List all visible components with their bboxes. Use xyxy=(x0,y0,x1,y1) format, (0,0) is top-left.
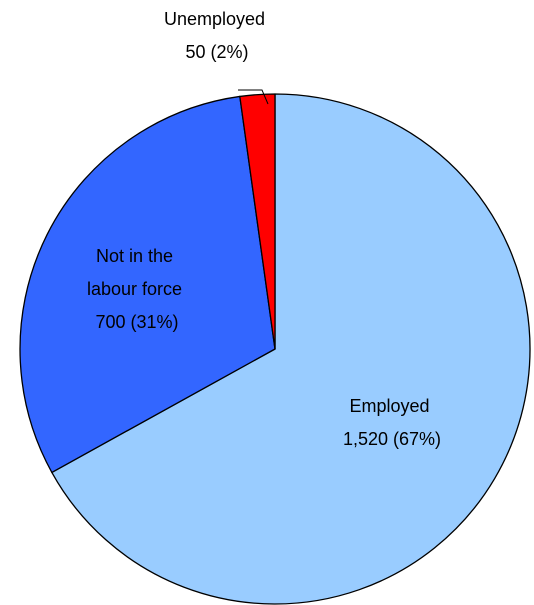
not-in-labour-force-name-line2: labour force xyxy=(87,279,182,299)
pie-slice-unemployed xyxy=(239,93,276,350)
slice-labels: Unemployed 50 (2%) Not in the labour for… xyxy=(87,9,441,449)
unemployed-name-text: Unemployed xyxy=(164,9,265,29)
unemployed-leader-line xyxy=(238,89,269,105)
employed-name-text: Employed xyxy=(349,396,429,416)
slice-label-unemployed: Unemployed 50 (2%) xyxy=(164,9,270,62)
pie-slice-employed xyxy=(51,93,531,605)
leader-lines xyxy=(238,89,269,105)
pie-slice-not-in-the-labour-force xyxy=(19,95,276,474)
slice-label-employed: Employed 1,520 (67%) xyxy=(343,396,441,449)
not-in-labour-force-value-text: 700 (31%) xyxy=(95,312,178,332)
not-in-labour-force-name-line1: Not in the xyxy=(96,246,173,266)
slice-label-not-in-labour-force: Not in the labour force 700 (31%) xyxy=(87,246,187,332)
unemployed-value-text: 50 (2%) xyxy=(185,42,248,62)
employed-value-text: 1,520 (67%) xyxy=(343,429,441,449)
pie-slices xyxy=(19,93,531,605)
